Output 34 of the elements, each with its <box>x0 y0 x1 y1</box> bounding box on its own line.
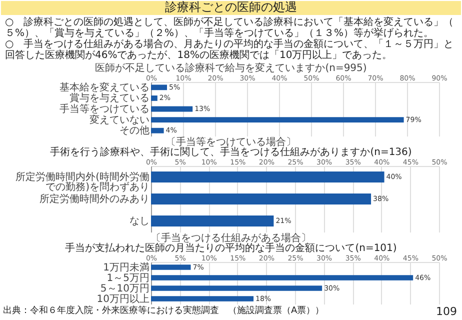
y-tick-label: なし <box>130 216 150 227</box>
bar <box>151 264 191 270</box>
chart-title: 医師が不足している診療科で給与を変えていますか(n=995) <box>95 62 367 74</box>
y-tick-label: 1～5万円 <box>106 272 150 284</box>
y-tick-label: 5～10万円 <box>100 283 150 294</box>
source-note: 出典：令和６年度入院・外来医療等における実態調査 （施設調査票（A票）） <box>3 305 324 316</box>
bar <box>151 286 322 291</box>
y-tick-label: 変えていない <box>90 114 150 126</box>
text: 109 <box>436 305 457 318</box>
bar <box>151 117 404 122</box>
chart-title: 〔手当等をつけている場合〕 <box>166 136 296 148</box>
bar <box>151 296 254 302</box>
y-tick-label: その他 <box>120 124 150 137</box>
y-tick-label: 基本給を変えている <box>60 81 150 94</box>
y-tick-label: 所定労働時間外のみあり <box>40 193 150 205</box>
y-tick-label: 手当等をつけている <box>60 103 150 115</box>
bar <box>151 275 414 280</box>
bar <box>151 96 158 101</box>
y-tick-label: 1万円未満 <box>103 261 150 274</box>
chart-title: 〔手当をつける仕組みがある場合〕 <box>151 232 311 244</box>
text: 診療科ごとの医師の処遇 <box>165 0 297 14</box>
chart-subtitle: 手当が支払われた医師の月当たりの平均的な手当の金額について(n=101) <box>65 242 397 254</box>
y-tick-label: 所定労働時間内外(時間外労働での勤務)を問わずあり <box>16 171 150 193</box>
y-tick-label: 賞与を与えている <box>70 92 150 104</box>
bar <box>151 194 372 204</box>
bar <box>151 216 274 226</box>
bar <box>151 172 384 182</box>
y-tick-label: 10万円以上 <box>96 292 150 305</box>
text: ○ 診療科ごとの医師の処遇として、医師が不足している診療科において「基本給を変えている」（５%）、「賞与を与えている」（２%）、「手当等をつけている」（１３%）等が挙げられた。 <box>5 16 454 39</box>
bar <box>151 84 167 90</box>
text: ○ 手当をつける仕組みがある場合の、月あたりの平均的な手当の金額について、「１～５万円」と回答した医療機関が46%であったが、18%の医療機関では「10万円以上」であった。 <box>5 38 454 61</box>
bar <box>151 106 193 112</box>
bar <box>151 128 164 134</box>
chart-subtitle: 手術を行う診療科や、手術に関して、手当をつける仕組みがありますか(n=136) <box>50 146 412 158</box>
